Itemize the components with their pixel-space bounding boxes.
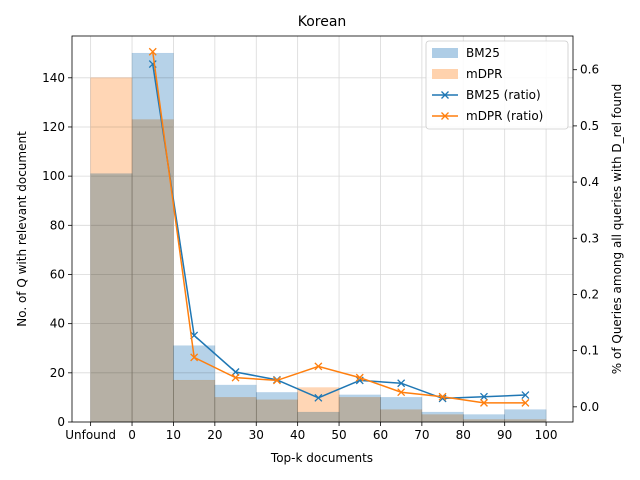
mdpr-bar: [421, 414, 464, 423]
x-tick-label: 100: [535, 428, 558, 442]
x-tick-label: 70: [414, 428, 429, 442]
legend-box: [425, 40, 569, 130]
y-right-tick-label: 0.0: [580, 400, 599, 414]
mdpr-bar: [131, 119, 174, 423]
chart-title: Korean: [298, 14, 347, 30]
x-tick-label: 20: [207, 428, 222, 442]
axes: Unfound 0 10 20 30 40 50 60 70 80 90 10002040608010…: [42, 63, 599, 442]
mdpr-ratio-marker: [438, 392, 447, 401]
x-tick-label: 10: [166, 428, 181, 442]
y-axis-left-label: No. of Q with relevant document: [15, 131, 29, 327]
x-tick-label: 60: [373, 428, 388, 442]
mdpr-bar: [338, 397, 381, 423]
y-left-tick-label: 120: [42, 120, 65, 134]
y-left-tick-label: 40: [50, 317, 65, 331]
x-tick-label: 0: [128, 428, 136, 442]
legend-label: BM25 (ratio): [466, 88, 541, 102]
legend: BM25 mDPR BM25 (ratio) mDPR (ratio): [425, 40, 569, 130]
mdpr-bar: [380, 409, 423, 423]
y-right-tick-label: 0.1: [580, 344, 599, 358]
mdpr-ratio-marker: [355, 373, 364, 382]
y-left-tick-label: 100: [42, 169, 65, 183]
bm25-ratio-marker: [314, 393, 323, 402]
bm25-ratio-marker: [231, 368, 240, 376]
mdpr-ratio-marker: [231, 373, 240, 382]
legend-label: BM25: [466, 46, 500, 60]
mdpr-ratio-marker: [148, 47, 157, 56]
y-right-tick-label: 0.2: [580, 287, 599, 301]
x-tick-label: 80: [456, 428, 471, 442]
legend-marker: [441, 112, 449, 120]
plot-frame: [71, 35, 574, 423]
bm25-ratio-line: [151, 63, 526, 400]
mdpr-ratio-line: [151, 51, 526, 404]
mdpr-bar: [90, 77, 133, 423]
legend-marker: [441, 91, 449, 99]
mdpr-ratio-marker: [314, 362, 323, 371]
legend-swatch: [432, 69, 458, 79]
y-right-tick-label: 0.3: [580, 231, 599, 245]
y-left-tick-label: 60: [50, 267, 65, 281]
y-left-tick-label: 0: [57, 415, 65, 429]
x-tick-label: 40: [290, 428, 305, 442]
y-left-tick-label: 20: [50, 366, 65, 380]
legend-label: mDPR (ratio): [466, 109, 543, 123]
x-tick-label: Unfound: [65, 428, 116, 442]
bm25-ratio-marker: [521, 391, 530, 399]
x-tick-label: 50: [331, 428, 346, 442]
y-right-tick-label: 0.6: [580, 63, 599, 77]
mdpr-bar: [173, 379, 216, 423]
y-axis-right-label: % of Queries among all queries with D_re…: [610, 84, 624, 374]
ratio-lines: [148, 47, 530, 407]
y-left-tick-label: 80: [50, 218, 65, 232]
y-right-tick-label: 0.4: [580, 175, 599, 189]
legend-label: mDPR: [466, 67, 503, 81]
mdpr-bar: [297, 387, 340, 423]
mdpr-ratio-marker: [272, 376, 281, 385]
y-right-tick-label: 0.5: [580, 119, 599, 133]
x-tick-label: 90: [497, 428, 512, 442]
bars: [90, 52, 547, 423]
x-tick-label: 30: [249, 428, 264, 442]
mdpr-ratio-marker: [190, 353, 199, 362]
bm25-ratio-marker: [397, 379, 406, 388]
mdpr-ratio-marker: [521, 398, 530, 407]
mdpr-bar: [256, 399, 298, 423]
y-left-tick-label: 140: [42, 71, 65, 85]
mdpr-ratio-marker: [397, 388, 406, 397]
mdpr-bar: [214, 397, 257, 423]
bm25-ratio-marker: [480, 392, 488, 401]
mdpr-ratio-marker: [480, 398, 488, 407]
x-axis-label: Top-k documents: [270, 451, 373, 465]
legend-swatch: [432, 48, 458, 58]
